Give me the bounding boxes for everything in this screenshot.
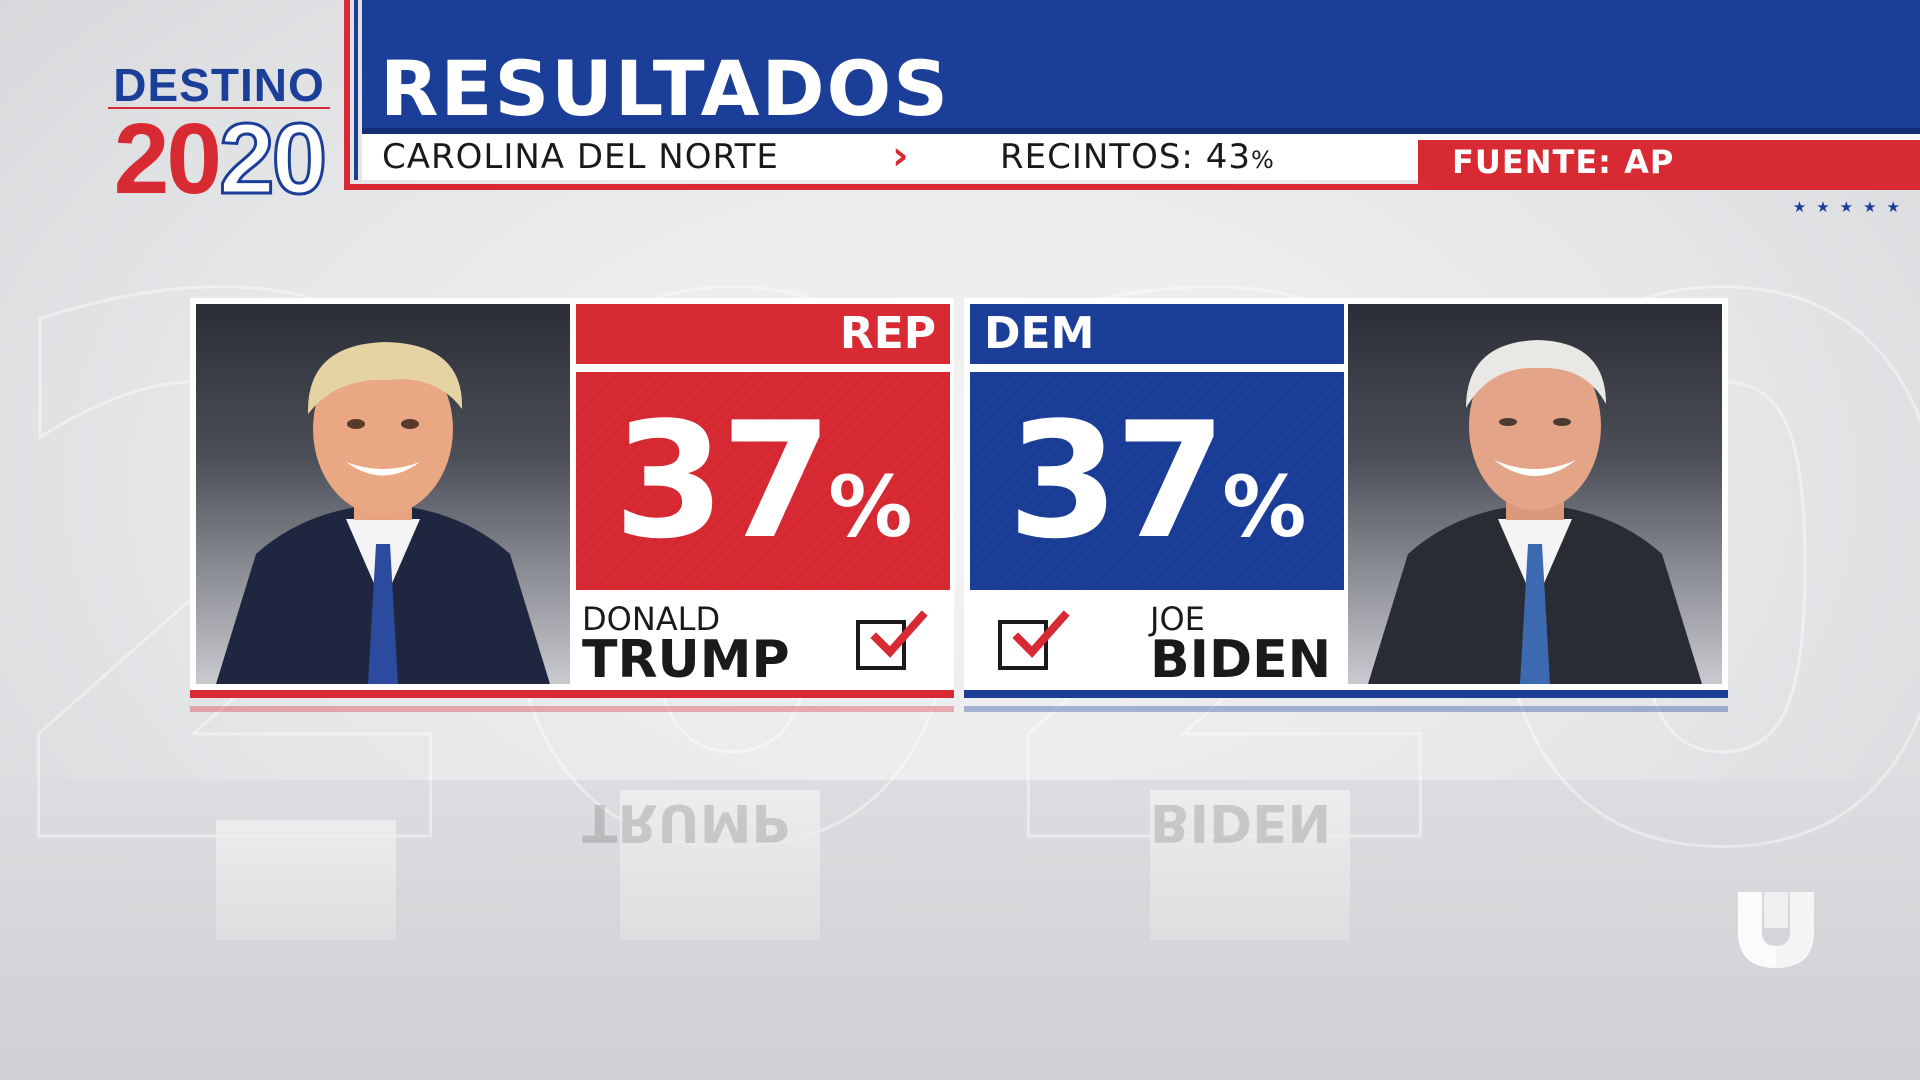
checkmark-icon — [870, 610, 928, 658]
checkbox-icon — [856, 610, 928, 670]
checkmark-icon — [1012, 610, 1070, 658]
logo-word: DESTINO — [113, 59, 325, 111]
portrait-illustration — [1368, 340, 1702, 684]
card-base-line-rep — [190, 690, 954, 698]
reflection-dem: BIDEN — [1150, 792, 1332, 852]
title-bar-shadow — [362, 128, 1920, 134]
logo-divider — [108, 107, 330, 115]
reflection-line-rep — [190, 706, 954, 712]
candidate-last-name: BIDEN — [1150, 630, 1332, 690]
candidate-photo-trump — [196, 304, 570, 684]
candidate-photo-biden — [1348, 304, 1722, 684]
candidate-card-dem: DEM 37% JOE BIDEN — [964, 298, 1728, 698]
precincts-reporting: RECINTOS: 43% — [1000, 137, 1275, 177]
logo-year: 2020 — [113, 103, 329, 216]
candidate-last-name: TRUMP — [582, 630, 790, 690]
pedestal-center-right — [1150, 790, 1350, 940]
vote-percent-dem: 37% — [970, 372, 1344, 590]
source-banner — [1418, 140, 1920, 184]
reflection-line-dem — [964, 706, 1728, 712]
destino-2020-logo: DESTINO 2020 — [104, 52, 334, 216]
candidate-first-name: DONALD — [582, 600, 721, 638]
univision-logo-icon — [1738, 892, 1814, 968]
pedestal-left — [216, 820, 396, 940]
party-label-rep: REP — [576, 304, 950, 364]
candidate-first-name: JOE — [1150, 600, 1205, 638]
header-divider-left — [344, 0, 350, 190]
title-bar — [362, 0, 1920, 134]
reflection-rep: TRUMP — [582, 792, 790, 852]
pedestal-center-left — [620, 790, 820, 940]
stars-decoration: ★★★★★ — [1792, 198, 1910, 216]
source-label: FUENTE: AP — [1452, 143, 1675, 181]
header-underline — [344, 184, 1920, 190]
chevron-right-icon: › — [892, 133, 909, 179]
state-name: CAROLINA DEL NORTE — [382, 137, 779, 177]
card-base-line-dem — [964, 690, 1728, 698]
checkbox-icon — [998, 610, 1070, 670]
portrait-illustration — [216, 342, 550, 684]
party-label-dem: DEM — [970, 304, 1344, 364]
header-divider-right — [354, 0, 358, 180]
page-title: RESULTADOS — [380, 44, 950, 133]
candidate-card-rep: REP 37% DONALD TRUMP — [190, 298, 954, 698]
vote-percent-rep: 37% — [576, 372, 950, 590]
